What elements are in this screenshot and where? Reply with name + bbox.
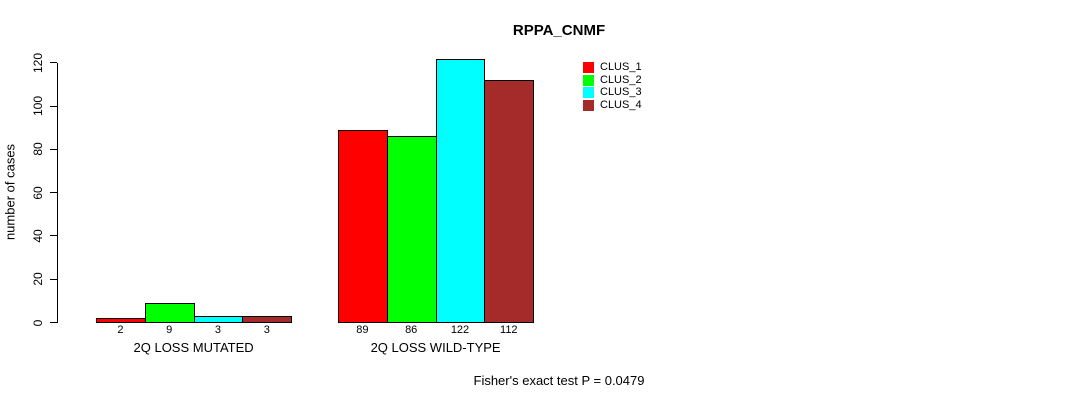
y-tick-label: 120 — [31, 52, 45, 73]
legend-swatch — [583, 99, 594, 111]
bar — [386, 136, 437, 324]
bar — [96, 318, 146, 324]
bar-value-label: 9 — [166, 324, 173, 336]
y-tick-label: 40 — [31, 229, 45, 243]
y-tick-label: 60 — [31, 186, 45, 200]
legend-swatch — [583, 74, 594, 86]
bar — [435, 58, 486, 324]
y-tick-mark — [50, 62, 57, 64]
y-tick-mark — [50, 235, 57, 237]
y-tick-mark — [50, 192, 57, 194]
legend-swatch — [583, 87, 594, 99]
bar-value-label: 3 — [263, 324, 270, 336]
y-tick-label: 0 — [31, 319, 45, 326]
y-tick-label: 80 — [31, 142, 45, 157]
legend-label: CLUS_3 — [600, 86, 642, 99]
group-label: 2Q LOSS WILD-TYPE — [370, 340, 501, 355]
bar — [144, 303, 195, 324]
y-tick-mark — [50, 322, 57, 323]
y-tick-label: 20 — [31, 272, 45, 286]
y-axis-line — [57, 62, 58, 324]
group-label: 2Q LOSS MUTATED — [133, 340, 254, 355]
bar — [193, 316, 244, 324]
bar-value-label: 112 — [500, 324, 518, 336]
bar-value-label: 3 — [214, 324, 222, 336]
y-tick-label: 100 — [31, 96, 45, 117]
bar — [242, 316, 293, 324]
bar-value-label: 2 — [117, 324, 124, 336]
legend-label: CLUS_1 — [600, 61, 642, 73]
legend-label: CLUS_4 — [600, 98, 642, 111]
bar — [338, 129, 388, 324]
bar — [484, 80, 535, 324]
y-tick-mark — [50, 105, 57, 107]
legend-swatch — [583, 62, 594, 73]
y-tick-mark — [50, 148, 57, 150]
legend-label: CLUS_2 — [600, 73, 642, 86]
bar-value-label: 122 — [450, 324, 470, 336]
chart-title: RPPA_CNMF — [512, 22, 606, 39]
bar-value-label: 89 — [356, 324, 369, 336]
y-axis-label: number of cases — [2, 143, 18, 241]
y-tick-mark — [50, 278, 57, 280]
bar-value-label: 86 — [405, 324, 418, 336]
fisher-test-footnote: Fisher's exact test P = 0.0479 — [473, 373, 645, 388]
